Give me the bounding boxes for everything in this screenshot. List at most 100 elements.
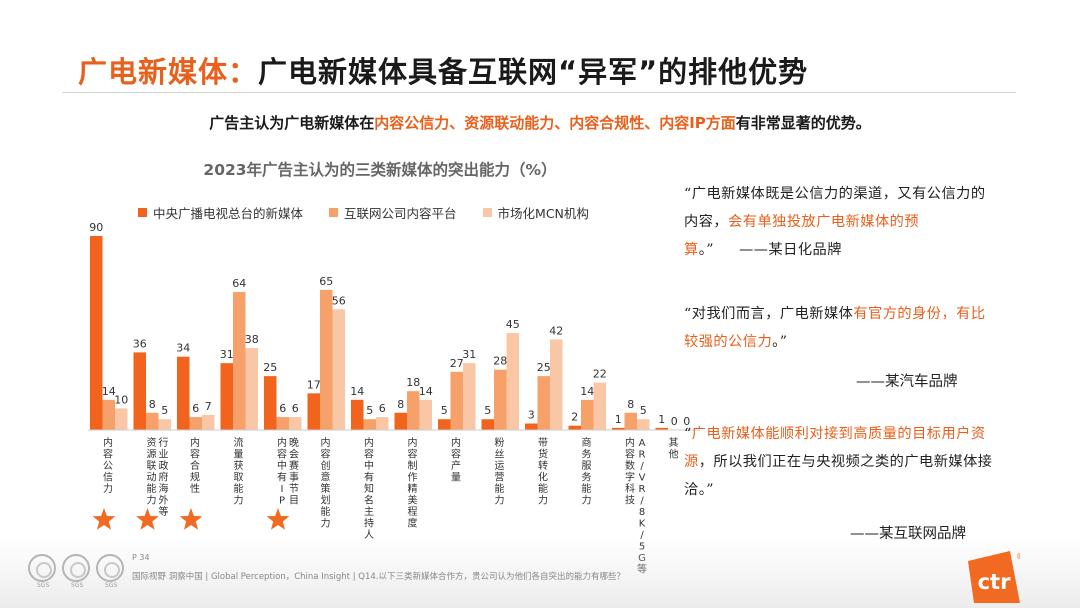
category-label-c1: 力 — [103, 482, 113, 495]
legend-swatch-series-3 — [482, 208, 492, 217]
category-label-c11: 带 — [538, 437, 548, 449]
category-label-c14: 其 — [669, 437, 679, 449]
ctr-logo: ctr ® — [968, 551, 1020, 603]
page-title: 广电新媒体：广电新媒体具备互联网“异军”的排他优势 — [78, 49, 808, 91]
chart-title: 2023年广告主认为的三类新媒体的突出能力（%） — [203, 161, 557, 179]
value-label-s3-c9: 31 — [462, 348, 476, 361]
bar-s3-c2 — [158, 419, 171, 430]
value-label-s1-c2: 36 — [133, 337, 147, 350]
bar-s1-c14 — [655, 427, 668, 430]
legend-label-series-2: 互联网公司内容平台 — [344, 206, 457, 221]
category-label-c5: 会 — [289, 448, 299, 461]
value-label-s1-c10: 5 — [484, 404, 491, 417]
bar-s3-c11 — [550, 339, 563, 430]
category-label-c8: 容 — [408, 448, 418, 461]
category-label-c12: 务 — [582, 471, 592, 484]
category-label-c10: 力 — [495, 494, 505, 507]
category-label-c11: 力 — [538, 494, 548, 507]
bar-s2-c6 — [320, 289, 333, 430]
bar-s2-c7 — [363, 419, 376, 430]
value-label-s1-c3: 34 — [176, 342, 190, 355]
category-label-c4: 取 — [234, 472, 244, 484]
category-label-c2: 等 — [159, 505, 169, 518]
bar-s2-c2 — [146, 412, 159, 430]
category-label-c2: 联 — [147, 460, 157, 472]
bar-s3-c8 — [419, 399, 432, 430]
category-label-c3: 性 — [190, 482, 200, 495]
bar-s1-c8 — [394, 412, 407, 430]
category-label-c3: 内 — [190, 436, 200, 449]
value-label-s3-c3: 7 — [205, 400, 212, 413]
bar-s1-c12 — [568, 425, 581, 430]
bar-s2-c10 — [494, 369, 507, 430]
quote-2: “对我们而言，广电新媒体有官方的身份，有比较强的公信力。” — [684, 300, 998, 356]
category-label-c8: 程 — [408, 506, 418, 518]
value-label-s1-c11: 3 — [528, 409, 535, 422]
bar-s2-c3 — [189, 417, 202, 430]
bar-s1-c7 — [351, 399, 364, 430]
sgs-seal-icon — [96, 554, 124, 582]
value-label-s1-c14: 1 — [658, 413, 665, 426]
category-label-c8: 内 — [408, 436, 418, 449]
category-label-c8: 作 — [408, 472, 418, 484]
quote-1-close: 。” — [698, 242, 715, 258]
chart-legend: 中央广播电视总台的新媒体 互联网公司内容平台 市场化MCN机构 — [138, 203, 589, 222]
category-label-c8: 精 — [408, 482, 418, 495]
category-label-c13: 科 — [625, 482, 635, 495]
quote-3: “广电新媒体能顺利对接到高质量的目标用户资源，所以我们正在与央视频之类的广电新媒… — [684, 420, 998, 504]
category-label-c11: 能 — [538, 482, 548, 495]
bar-s2-c11 — [537, 376, 550, 430]
bar-s1-c6 — [307, 393, 320, 430]
sgs-seal-icon — [28, 554, 56, 582]
category-label-c10: 能 — [495, 482, 505, 495]
page-number: P 34 — [132, 553, 150, 562]
bar-s2-c1 — [102, 399, 115, 430]
subtitle: 广告主认为广电新媒体在内容公信力、资源联动能力、内容合规性、内容IP方面有非常显… — [0, 112, 1080, 133]
category-label-c2: 外 — [159, 495, 169, 507]
value-label-s2-c13: 8 — [627, 398, 634, 411]
value-label-s2-c8: 18 — [406, 376, 420, 389]
bar-s3-c5 — [289, 417, 302, 430]
category-label-c1: 公 — [103, 461, 113, 472]
star-icon — [136, 508, 159, 530]
bar-s3-c3 — [202, 414, 215, 430]
category-label-c7: 中 — [364, 459, 374, 472]
category-label-c2: 府 — [159, 471, 169, 484]
bar-s3-c12 — [593, 382, 606, 430]
value-label-s3-c12: 22 — [593, 368, 607, 381]
category-label-c12: 能 — [582, 482, 592, 495]
category-label-c1: 内 — [103, 436, 113, 449]
value-label-s3-c13: 5 — [640, 404, 647, 417]
category-label-c13: 8 — [639, 507, 645, 518]
category-label-c1: 信 — [103, 472, 113, 484]
category-label-c3: 合 — [190, 459, 200, 472]
category-label-c5: I — [281, 484, 284, 495]
value-label-s2-c5: 6 — [279, 402, 286, 415]
category-label-c5: 容 — [277, 448, 287, 461]
bar-s2-c9 — [450, 371, 463, 430]
legend-swatch-series-1 — [138, 208, 147, 217]
category-label-c13: R — [639, 484, 646, 495]
star-icon — [266, 508, 290, 530]
category-label-c13: V — [639, 473, 646, 484]
legend-item-series-3: 市场化MCN机构 — [482, 203, 589, 222]
page-title-accent: 广电新媒体： — [78, 55, 259, 89]
category-label-c13: / — [640, 496, 644, 507]
bar-s1-c1 — [90, 236, 103, 430]
footer-band — [0, 538, 1080, 608]
sgs-seal-label: SGS — [105, 582, 118, 589]
bar-s2-c12 — [581, 399, 594, 430]
bar-s3-c4 — [245, 348, 258, 430]
category-label-c10: 运 — [495, 460, 505, 472]
value-label-s2-c4: 64 — [232, 277, 246, 290]
quote-2-accent: 有官方的身份，有比较强的公信力 — [684, 306, 986, 350]
category-label-c9: 容 — [451, 448, 461, 461]
bar-s1-c4 — [220, 363, 233, 430]
value-label-s2-c9: 27 — [450, 357, 464, 370]
category-label-c6: 能 — [321, 505, 331, 518]
bar-s3-c13 — [637, 419, 650, 430]
category-label-c2: 资 — [147, 437, 157, 449]
category-label-c6: 意 — [321, 471, 331, 484]
category-label-c7: 内 — [364, 436, 374, 449]
category-label-c7: 主 — [364, 506, 374, 518]
